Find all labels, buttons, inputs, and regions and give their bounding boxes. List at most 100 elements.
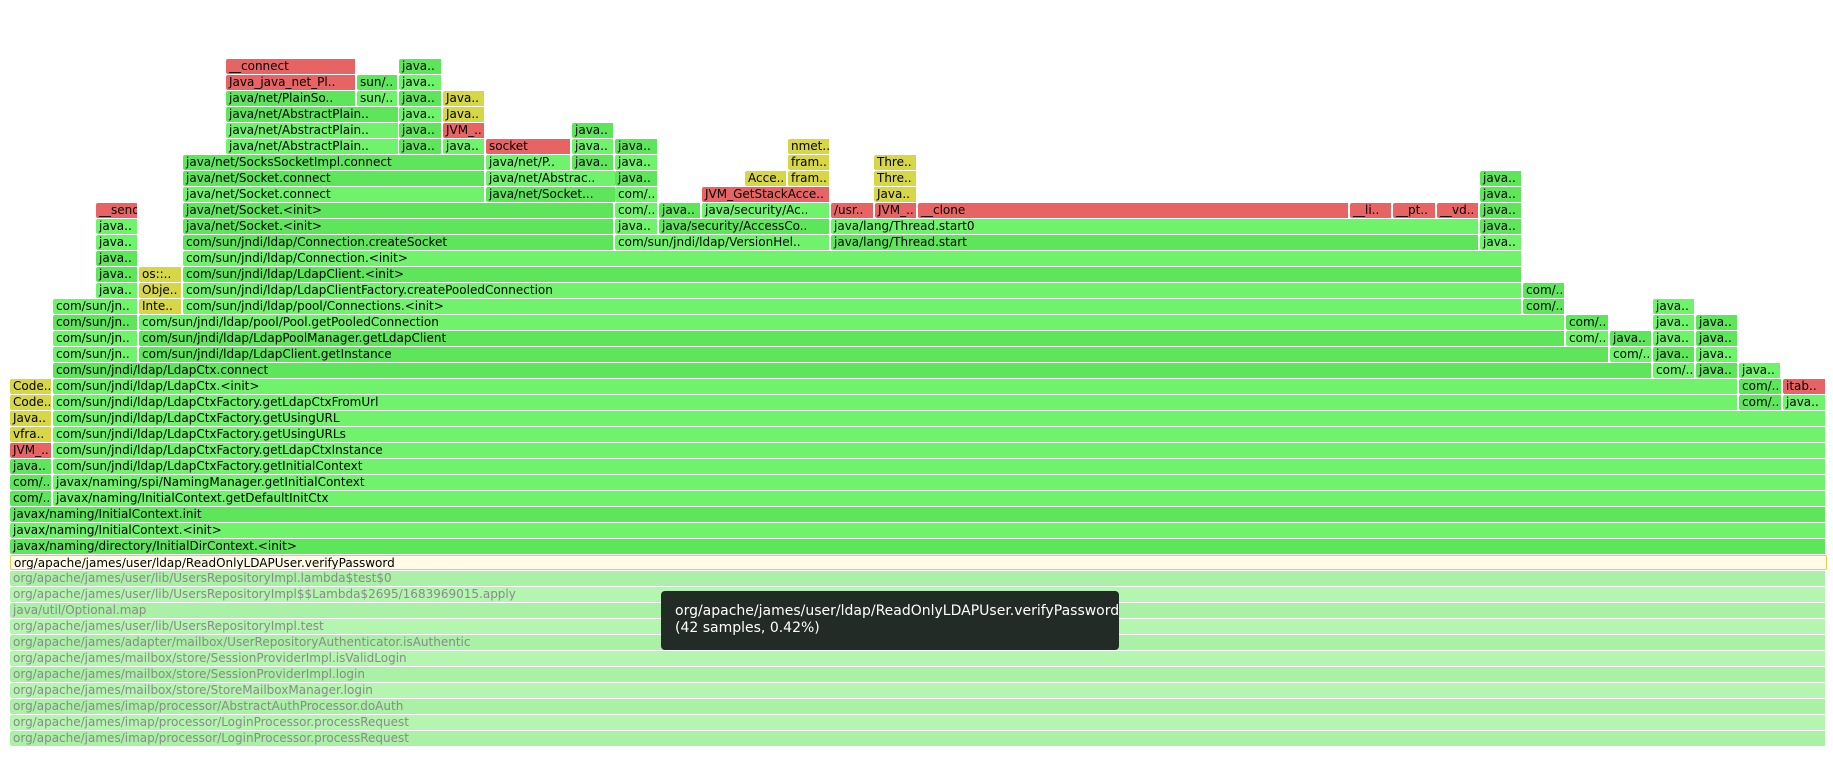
stack-frame[interactable]: java..: [1653, 347, 1696, 362]
stack-frame[interactable]: com/sun/jn..: [53, 331, 139, 346]
stack-frame[interactable]: java..: [1653, 331, 1696, 346]
stack-frame[interactable]: fram..: [788, 155, 831, 170]
stack-frame[interactable]: java/net/Socket...: [486, 187, 617, 202]
stack-frame[interactable]: JVM_GetStackAcce..: [702, 187, 831, 202]
stack-frame[interactable]: java/lang/Thread.start: [831, 235, 1480, 250]
stack-frame[interactable]: itab..: [1783, 379, 1827, 394]
stack-frame[interactable]: java..: [572, 155, 615, 170]
stack-frame[interactable]: javax/naming/InitialContext.<init>: [10, 523, 1827, 538]
stack-frame[interactable]: com/sun/jndi/ldap/LdapPoolManager.getLda…: [139, 331, 1566, 346]
stack-frame[interactable]: java..: [399, 139, 443, 154]
stack-frame[interactable]: java/net/SocksSocketImpl.connect: [183, 155, 486, 170]
stack-frame[interactable]: Java_java_net_Pl..: [226, 75, 357, 90]
stack-frame[interactable]: com/sun/jndi/ldap/LdapCtxFactory.getUsin…: [53, 427, 1827, 442]
stack-frame[interactable]: com/sun/jndi/ldap/LdapClient.getInstance: [139, 347, 1610, 362]
stack-frame[interactable]: java..: [399, 59, 443, 74]
stack-frame[interactable]: __vd..: [1437, 203, 1480, 218]
stack-frame[interactable]: java..: [443, 139, 486, 154]
stack-frame[interactable]: org/apache/james/imap/processor/LoginPro…: [10, 731, 1827, 746]
stack-frame[interactable]: com/..: [1610, 347, 1653, 362]
stack-frame[interactable]: com/..: [615, 203, 659, 218]
stack-frame[interactable]: com/sun/jndi/ldap/LdapCtxFactory.getInit…: [53, 459, 1827, 474]
stack-frame[interactable]: java..: [1783, 395, 1827, 410]
stack-frame[interactable]: java/net/AbstractPlain..: [226, 107, 400, 122]
stack-frame[interactable]: __connect: [226, 59, 357, 74]
stack-frame[interactable]: java..: [1696, 363, 1739, 378]
stack-frame[interactable]: com/sun/jn..: [53, 299, 139, 314]
stack-frame[interactable]: java..: [615, 139, 659, 154]
stack-frame[interactable]: com/..: [10, 491, 53, 506]
stack-frame[interactable]: vfra..: [10, 427, 53, 442]
stack-frame[interactable]: socket: [486, 139, 572, 154]
stack-frame[interactable]: org/apache/james/mailbox/store/SessionPr…: [10, 667, 1827, 682]
stack-frame[interactable]: Inte..: [139, 299, 183, 314]
stack-frame[interactable]: java/net/P..: [486, 155, 572, 170]
stack-frame[interactable]: java/net/PlainSo..: [226, 91, 357, 106]
stack-frame[interactable]: java..: [1480, 235, 1523, 250]
stack-frame[interactable]: __pt..: [1393, 203, 1437, 218]
stack-frame[interactable]: Code..: [10, 379, 53, 394]
stack-frame[interactable]: java/net/Socket.connect: [183, 171, 486, 186]
stack-frame[interactable]: com/sun/jndi/ldap/Connection.createSocke…: [183, 235, 615, 250]
stack-frame[interactable]: Java..: [443, 91, 486, 106]
stack-frame[interactable]: com/sun/jndi/ldap/LdapClient.<init>: [183, 267, 1523, 282]
stack-frame[interactable]: JVM_..: [10, 443, 53, 458]
stack-frame[interactable]: java..: [399, 75, 443, 90]
stack-frame[interactable]: Java..: [443, 107, 486, 122]
stack-frame[interactable]: com/..: [1653, 363, 1696, 378]
stack-frame[interactable]: java..: [1480, 187, 1523, 202]
stack-frame[interactable]: fram..: [788, 171, 831, 186]
stack-frame[interactable]: java..: [1696, 347, 1739, 362]
stack-frame[interactable]: com/sun/jndi/ldap/Connection.<init>: [183, 251, 1523, 266]
stack-frame[interactable]: com/..: [1523, 283, 1566, 298]
stack-frame[interactable]: java/net/Socket.connect: [183, 187, 486, 202]
stack-frame[interactable]: sun/..: [357, 91, 399, 106]
stack-frame[interactable]: javax/naming/directory/InitialDirContext…: [10, 539, 1827, 554]
stack-frame[interactable]: java..: [1653, 315, 1696, 330]
stack-frame[interactable]: javax/naming/InitialContext.init: [10, 507, 1827, 522]
stack-frame[interactable]: java/net/AbstractPlain..: [226, 139, 400, 154]
stack-frame[interactable]: java..: [1480, 203, 1523, 218]
stack-frame[interactable]: com/..: [615, 187, 659, 202]
stack-frame[interactable]: org/apache/james/mailbox/store/SessionPr…: [10, 651, 1827, 666]
stack-frame[interactable]: java..: [96, 283, 139, 298]
stack-frame[interactable]: com/sun/jndi/ldap/pool/Connections.<init…: [183, 299, 1523, 314]
stack-frame[interactable]: java..: [96, 235, 139, 250]
stack-frame[interactable]: java..: [572, 123, 615, 138]
stack-frame[interactable]: com/sun/jndi/ldap/VersionHel..: [615, 235, 831, 250]
stack-frame[interactable]: java..: [1653, 299, 1696, 314]
stack-frame[interactable]: com/sun/jndi/ldap/LdapCtxFactory.getUsin…: [53, 411, 1827, 426]
stack-frame[interactable]: org/apache/james/user/lib/UsersRepositor…: [10, 571, 1827, 586]
stack-frame[interactable]: java/security/Ac..: [702, 203, 831, 218]
stack-frame[interactable]: com/..: [1739, 395, 1783, 410]
stack-frame[interactable]: com/..: [1566, 315, 1610, 330]
stack-frame[interactable]: java..: [615, 219, 659, 234]
stack-frame[interactable]: java..: [399, 91, 443, 106]
stack-frame[interactable]: javax/naming/spi/NamingManager.getInitia…: [53, 475, 1827, 490]
stack-frame[interactable]: java..: [399, 107, 443, 122]
stack-frame[interactable]: java..: [1696, 315, 1739, 330]
stack-frame[interactable]: org/apache/james/mailbox/store/StoreMail…: [10, 683, 1827, 698]
stack-frame[interactable]: sun/..: [357, 75, 399, 90]
stack-frame[interactable]: java..: [1696, 331, 1739, 346]
stack-frame[interactable]: __clone: [918, 203, 1350, 218]
stack-frame[interactable]: __send: [96, 203, 139, 218]
stack-frame[interactable]: Thre..: [874, 171, 918, 186]
stack-frame[interactable]: java..: [399, 123, 443, 138]
stack-frame[interactable]: os::..: [139, 267, 183, 282]
stack-frame[interactable]: java..: [1610, 331, 1653, 346]
stack-frame[interactable]: com/..: [1523, 299, 1566, 314]
stack-frame[interactable]: java..: [96, 251, 139, 266]
stack-frame[interactable]: Obje..: [139, 283, 183, 298]
stack-frame[interactable]: java/net/AbstractPlain..: [226, 123, 400, 138]
stack-frame[interactable]: JVM_..: [875, 203, 918, 218]
stack-frame[interactable]: JVM_..: [443, 123, 486, 138]
stack-frame[interactable]: Thre..: [874, 155, 918, 170]
stack-frame[interactable]: com/sun/jndi/ldap/LdapClientFactory.crea…: [183, 283, 1523, 298]
stack-frame[interactable]: Java..: [874, 187, 918, 202]
stack-frame[interactable]: java..: [615, 155, 659, 170]
stack-frame[interactable]: Acce..: [745, 171, 788, 186]
stack-frame[interactable]: java..: [10, 459, 53, 474]
stack-frame[interactable]: java/net/Abstrac..: [486, 171, 617, 186]
stack-frame[interactable]: com/sun/jn..: [53, 315, 139, 330]
